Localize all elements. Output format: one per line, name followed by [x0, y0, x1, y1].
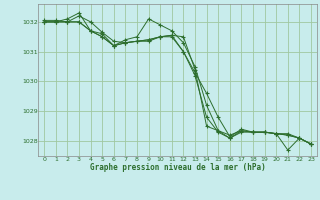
X-axis label: Graphe pression niveau de la mer (hPa): Graphe pression niveau de la mer (hPa): [90, 163, 266, 172]
